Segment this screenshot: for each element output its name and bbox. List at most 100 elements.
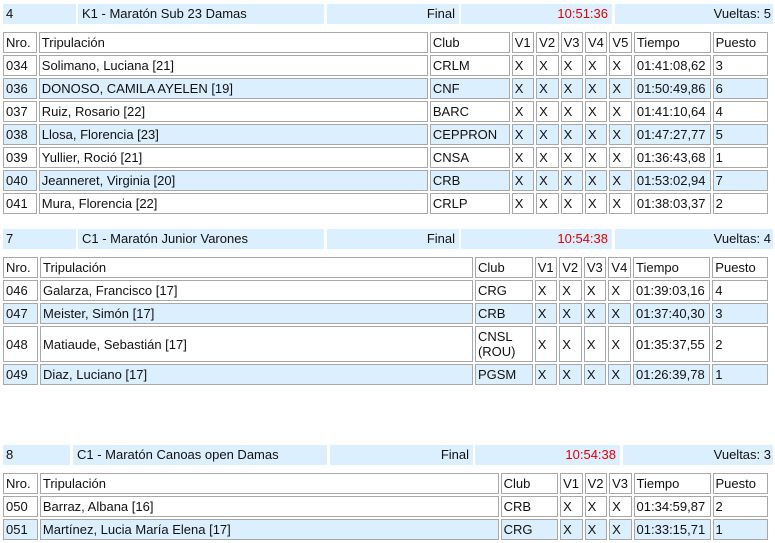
table-row: 049 Diaz, Luciano [17] PGSM X X X X 01:26:39,78… (3, 364, 768, 385)
table-row: 034 Solimano, Luciana [21] CRLM X X X X X 01:41:… (3, 55, 768, 76)
lap-v2-cell: X (536, 170, 559, 191)
lap-v5-cell: X (609, 124, 632, 145)
lap-v4-cell: X (608, 326, 631, 362)
lap-v5-cell: X (609, 78, 632, 99)
nro-cell: 038 (3, 124, 37, 145)
lap-v1-cell: X (534, 303, 558, 324)
crew-name-cell: Galarza, Francisco [17] (40, 280, 473, 301)
lap-v1-cell: X (534, 326, 558, 362)
lap-v3-cell: X (583, 364, 607, 385)
col-header-nro: Nro. (3, 473, 38, 494)
lap-v5-cell: X (609, 170, 632, 191)
club-cell: CRB (429, 170, 510, 191)
lap-v3-cell: X (560, 124, 583, 145)
position-cell: 1 (712, 519, 768, 540)
time-cell: 01:53:02,94 (633, 170, 711, 191)
lap-v5-cell: X (609, 101, 632, 122)
club-cell: CNF (429, 78, 510, 99)
lap-v1-cell: X (560, 519, 583, 540)
lap-v5-cell: X (609, 193, 632, 214)
col-header-crew: Tripulación (39, 473, 499, 494)
time-cell: 01:38:03,37 (633, 193, 711, 214)
col-header-v4: V4 (585, 32, 608, 53)
club-cell: CEPPRON (429, 124, 510, 145)
club-cell: BARC (429, 101, 510, 122)
col-header-v4: V4 (608, 257, 631, 278)
col-header-club: Club (429, 32, 510, 53)
lap-v2-cell: X (536, 55, 559, 76)
time-cell: 01:41:08,62 (633, 55, 711, 76)
table-row: 040 Jeanneret, Virginia [20] CRB X X X X X 01:53… (3, 170, 768, 191)
position-cell: 1 (712, 364, 768, 385)
lap-v4-cell: X (585, 55, 608, 76)
table-header-row: Nro. Tripulación Club V1 V2 V3 V4 V5 Tiempo Puest… (3, 32, 768, 53)
lap-v2-cell: X (536, 147, 559, 168)
nro-cell: 036 (3, 78, 37, 99)
race-laps: Vueltas: 5 (615, 4, 773, 24)
lap-v3-cell: X (560, 78, 583, 99)
col-header-v2: V2 (536, 32, 559, 53)
table-row: 051 Martínez, Lucia María Elena [17] CRG X X… (3, 519, 768, 540)
position-cell: 4 (712, 101, 768, 122)
col-header-club: Club (500, 473, 559, 494)
race-time: 10:51:36 (461, 4, 612, 24)
col-header-v2: V2 (584, 473, 608, 494)
nro-cell: 047 (3, 303, 39, 324)
race-header: 4 K1 - Maratón Sub 23 Damas Final 10:51:… (3, 4, 773, 25)
position-cell: 1 (712, 147, 768, 168)
col-header-position: Puesto (712, 473, 768, 494)
lap-v1-cell: X (511, 55, 535, 76)
crew-name-cell: Jeanneret, Virginia [20] (38, 170, 428, 191)
crew-name-cell: Ruiz, Rosario [22] (38, 101, 428, 122)
lap-v2-cell: X (536, 101, 559, 122)
col-header-crew: Tripulación (40, 257, 473, 278)
lap-v3-cell: X (583, 326, 607, 362)
lap-v3-cell: X (560, 101, 583, 122)
col-header-v2: V2 (559, 257, 582, 278)
crew-name-cell: Barraz, Albana [16] (39, 496, 499, 517)
results-table: Nro. Tripulación Club V1 V2 V3 V4 V5 Tiempo Puest… (1, 30, 770, 216)
nro-cell: 040 (3, 170, 37, 191)
lap-v4-cell: X (585, 170, 608, 191)
crew-name-cell: Llosa, Florencia [23] (38, 124, 428, 145)
club-cell: CRLM (429, 55, 510, 76)
time-cell: 01:33:15,71 (633, 519, 711, 540)
crew-name-cell: Solimano, Luciana [21] (38, 55, 428, 76)
lap-v1-cell: X (511, 124, 535, 145)
race-stage: Final (327, 229, 459, 249)
lap-v4-cell: X (585, 101, 608, 122)
table-row: 041 Mura, Florencia [22] CRLP X X X X X 01:38:03… (3, 193, 768, 214)
race-laps: Vueltas: 3 (623, 445, 773, 465)
table-row: 050 Barraz, Albana [16] CRB X X X 01:34:59,87 2 (3, 496, 768, 517)
lap-v4-cell: X (608, 364, 631, 385)
race-block-4: 4 K1 - Maratón Sub 23 Damas Final 10:51:… (1, 4, 773, 216)
col-header-nro: Nro. (3, 257, 39, 278)
table-row: 039 Yullier, Roció [21] CNSA X X X X X 01:36:43,… (3, 147, 768, 168)
col-header-v1: V1 (511, 32, 535, 53)
position-cell: 4 (712, 280, 768, 301)
race-title: C1 - Maratón Junior Varones (78, 229, 324, 249)
table-row: 047 Meister, Simón [17] CRB X X X X 01:37:40,30… (3, 303, 768, 324)
lap-v2-cell: X (584, 519, 608, 540)
nro-cell: 037 (3, 101, 37, 122)
lap-v1-cell: X (511, 78, 535, 99)
lap-v4-cell: X (585, 78, 608, 99)
table-header-row: Nro. Tripulación Club V1 V2 V3 V4 Tiempo Puesto (3, 257, 768, 278)
nro-cell: 051 (3, 519, 38, 540)
race-number: 8 (3, 445, 70, 465)
table-row: 038 Llosa, Florencia [23] CEPPRON X X X X X 01:4… (3, 124, 768, 145)
race-header: 8 C1 - Maratón Canoas open Damas Final 1… (3, 445, 773, 466)
lap-v3-cell: X (583, 280, 607, 301)
lap-v3-cell: X (609, 519, 632, 540)
lap-v2-cell: X (559, 364, 582, 385)
lap-v5-cell: X (609, 147, 632, 168)
lap-v3-cell: X (609, 496, 632, 517)
lap-v4-cell: X (585, 147, 608, 168)
lap-v1-cell: X (511, 193, 535, 214)
race-title: K1 - Maratón Sub 23 Damas (78, 4, 324, 24)
nro-cell: 041 (3, 193, 37, 214)
race-number: 4 (3, 4, 76, 24)
race-laps: Vueltas: 4 (615, 229, 773, 249)
lap-v2-cell: X (559, 303, 582, 324)
nro-cell: 039 (3, 147, 37, 168)
